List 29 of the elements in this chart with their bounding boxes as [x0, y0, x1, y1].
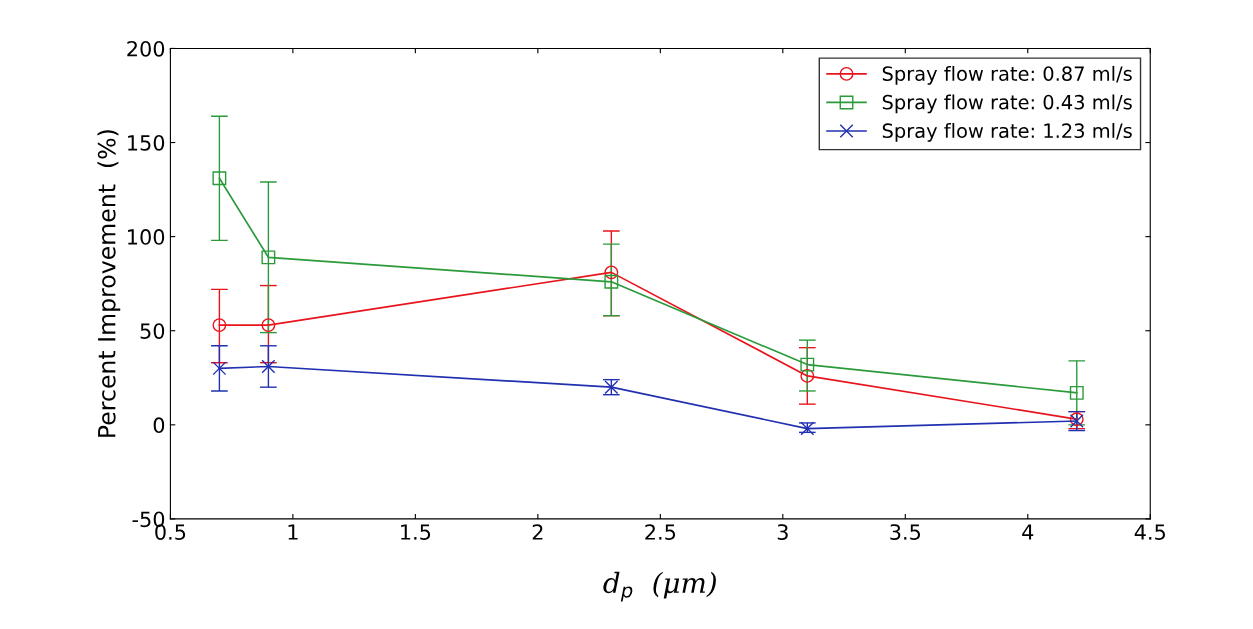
- point: [212, 171, 227, 186]
- y-tick-label: 100: [128, 229, 165, 245]
- point: [800, 357, 815, 372]
- x-tick-label: 1: [288, 524, 298, 540]
- point: [261, 318, 276, 333]
- x-tick-label: 1.5: [401, 524, 431, 540]
- x-tick-label: 3: [777, 524, 788, 540]
- x-tick-label: 3.5: [890, 524, 921, 540]
- y-tick-label: 50: [140, 323, 165, 339]
- x-tick-label: 2: [532, 524, 543, 540]
- point: [261, 250, 276, 265]
- legend-label: Spray flow rate: 1.23 ml/s: [882, 123, 1132, 142]
- point: [212, 361, 227, 376]
- point: [604, 274, 619, 289]
- legend-label: Spray flow rate: 0.43 ml/s: [882, 94, 1132, 114]
- x-tick-label: 2.5: [645, 524, 676, 540]
- point: [261, 359, 276, 374]
- x-axis-title: d$_{p}$ (μm): [603, 571, 716, 602]
- point: [1069, 385, 1084, 400]
- point: [212, 318, 227, 333]
- legend-label: Spray flow rate: 0.87 ml/s: [882, 65, 1132, 85]
- y-tick-label: 0: [153, 417, 165, 434]
- y-axis-title: Percent Improvement (%): [97, 130, 121, 437]
- point: [800, 368, 815, 383]
- x-tick-label: 4.5: [1134, 524, 1165, 540]
- y-tick-label: 200: [127, 40, 165, 57]
- x-tick-label: 4: [1022, 524, 1034, 540]
- point: [604, 265, 619, 280]
- y-tick-label: 150: [128, 134, 165, 151]
